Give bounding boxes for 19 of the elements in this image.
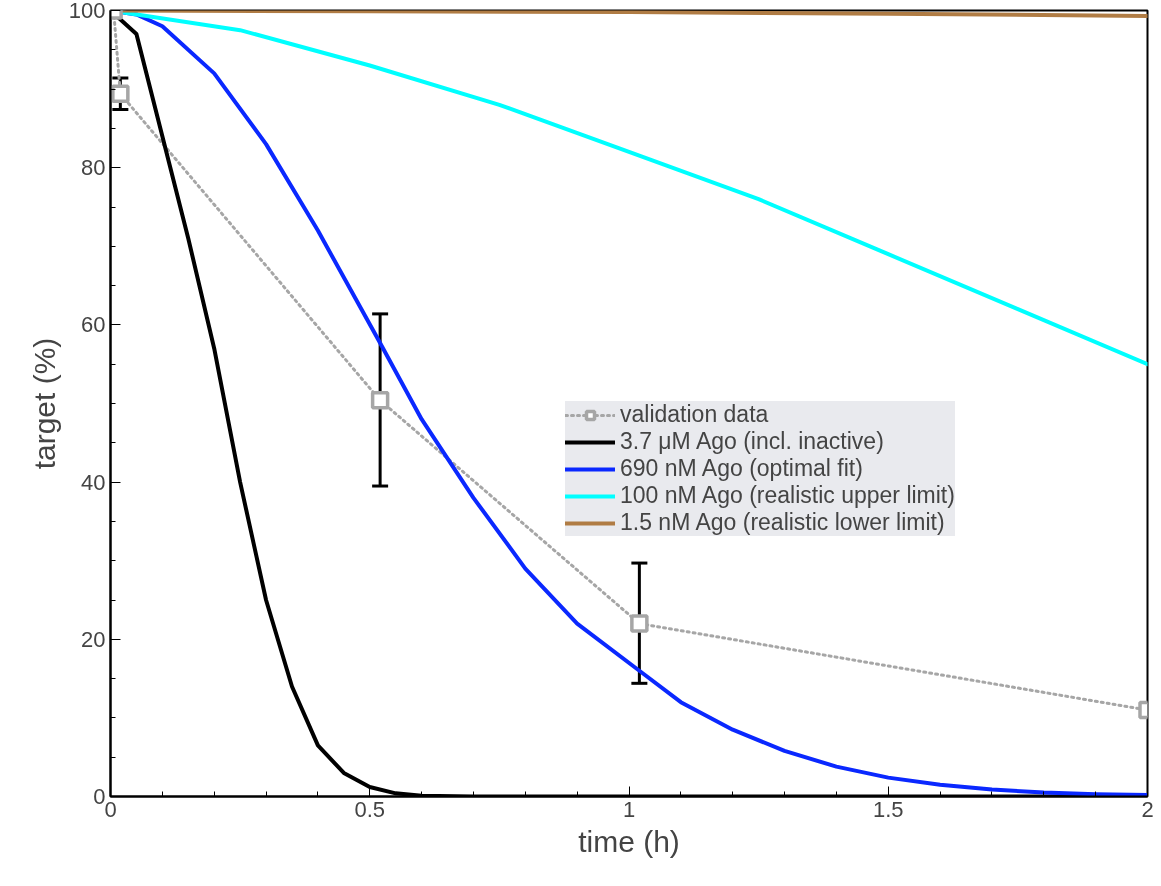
legend-label: 690 nM Ago (optimal fit) — [620, 455, 863, 482]
y-tick-label: 60 — [81, 312, 106, 338]
x-axis-title: time (h) — [578, 824, 680, 858]
legend-label: 3.7 μM Ago (incl. inactive) — [620, 428, 884, 455]
legend-label: validation data — [620, 401, 769, 428]
point — [370, 391, 390, 410]
y-tick-label: 80 — [81, 155, 106, 181]
point — [111, 84, 130, 104]
x-tick-label: 2 — [1141, 796, 1154, 822]
y-tick-label: 40 — [81, 469, 106, 495]
point — [630, 614, 649, 633]
y-tick-label: 100 — [68, 0, 106, 23]
x-tick-label: 1.5 — [872, 796, 904, 822]
x-tick-label: 1 — [622, 796, 636, 822]
legend-label: 100 nM Ago (realistic upper limit) — [620, 482, 955, 509]
x-tick-label: 0.5 — [354, 796, 386, 822]
y-axis-title: target (%) — [27, 337, 61, 470]
y-tick-label: 20 — [81, 626, 106, 652]
legend-label: 1.5 nM Ago (realistic lower limit) — [620, 509, 945, 536]
